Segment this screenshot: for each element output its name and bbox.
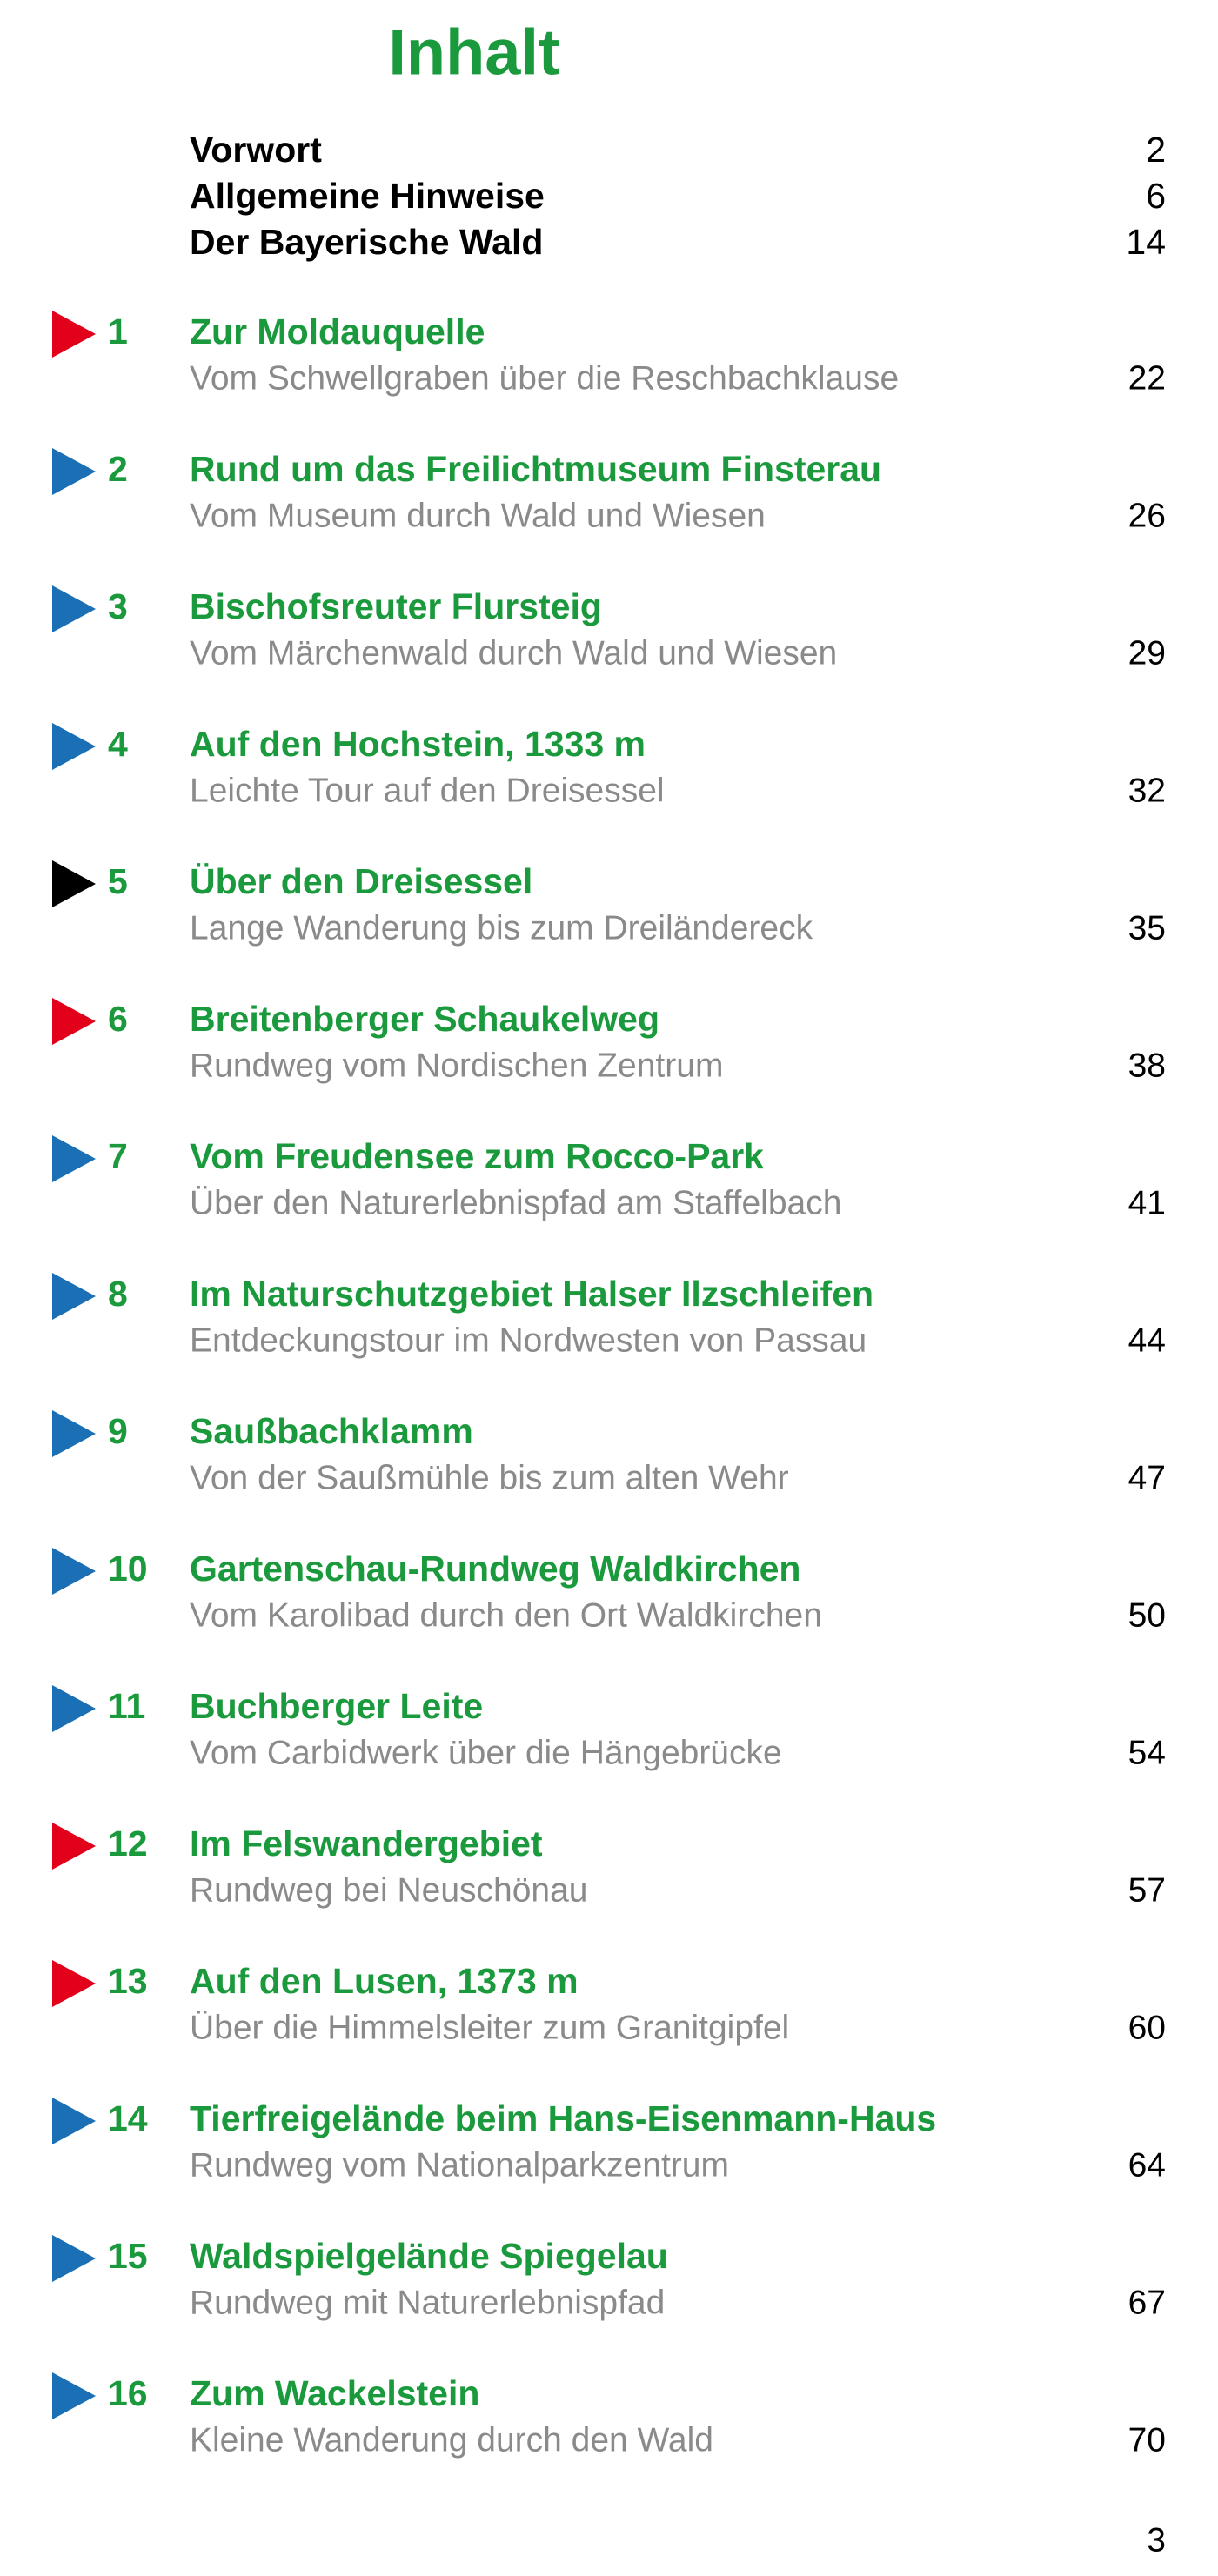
tour-title: Zum Wackelstein [190,2373,479,2413]
tour-title: Vom Freudensee zum Rocco-Park [190,1136,764,1176]
tour-page: 57 [1128,1871,1166,1909]
tour-number: 15 [108,2236,148,2276]
tour-title: Zur Moldauquelle [190,311,485,351]
route-marker [52,1823,96,1870]
tour-subtitle: Entdeckungstour im Nordwesten von Passau [190,1321,867,1359]
route-marker [52,1960,96,2007]
tour-title: Bischofsreuter Flursteig [190,586,602,626]
tour-subtitle: Vom Märchenwald durch Wald und Wiesen [190,634,837,672]
route-marker [52,1410,96,1457]
tour-title: Über den Dreisessel [190,861,532,901]
tour-subtitle: Kleine Wanderung durch den Wald [190,2421,713,2459]
tour-number: 7 [108,1136,128,1176]
tour-subtitle: Über die Himmelsleiter zum Granitgipfel [190,2009,789,2046]
tour-page: 54 [1128,1734,1166,1771]
tour-title: Rund um das Freilichtmuseum Finsterau [190,449,881,489]
title: Inhalt [388,17,559,89]
tour-number: 5 [108,861,128,901]
tour-page: 22 [1128,359,1166,397]
front-matter-title: Der Bayerische Wald [190,222,543,262]
tour-subtitle: Über den Naturerlebnispfad am Staffelbac… [190,1184,841,1221]
tour-title: Gartenschau-Rundweg Waldkirchen [190,1549,800,1589]
tour-page: 64 [1128,2146,1166,2184]
tour-title: Auf den Lusen, 1373 m [190,1961,579,2001]
front-matter-page: 14 [1126,222,1166,262]
route-marker [52,2372,96,2419]
front-matter-title: Allgemeine Hinweise [190,176,545,216]
tour-title: Im Felswandergebiet [190,1823,543,1863]
tour-subtitle: Rundweg mit Naturerlebnispfad [190,2284,665,2321]
route-marker [52,998,96,1045]
tour-number: 2 [108,449,128,489]
tour-title: Saußbachklamm [190,1411,473,1451]
tour-page: 44 [1128,1321,1166,1359]
route-marker [52,860,96,907]
tour-number: 9 [108,1411,128,1451]
route-marker [52,1548,96,1595]
tour-page: 41 [1128,1184,1166,1221]
tour-number: 8 [108,1274,128,1314]
tour-title: Waldspielgelände Spiegelau [190,2236,668,2276]
tour-subtitle: Vom Museum durch Wald und Wiesen [190,497,766,534]
tour-page: 35 [1128,909,1166,947]
tour-number: 1 [108,311,128,351]
tour-subtitle: Vom Schwellgraben über die Reschbachklau… [190,359,899,397]
tour-subtitle: Vom Karolibad durch den Ort Waldkirchen [190,1596,822,1634]
route-marker [52,723,96,770]
tour-number: 12 [108,1823,148,1863]
tour-number: 14 [108,2098,148,2138]
tour-page: 67 [1128,2284,1166,2321]
tour-page: 32 [1128,772,1166,809]
tour-page: 29 [1128,634,1166,672]
route-marker [52,448,96,495]
route-marker [52,1273,96,1320]
front-matter-page: 2 [1146,130,1166,170]
page-number: 3 [1147,2521,1166,2559]
tour-title: Breitenberger Schaukelweg [190,999,659,1039]
tour-subtitle: Von der Saußmühle bis zum alten Wehr [190,1459,789,1496]
tour-page: 47 [1128,1459,1166,1496]
tour-page: 50 [1128,1596,1166,1634]
tour-number: 16 [108,2373,148,2413]
tour-page: 26 [1128,497,1166,534]
tour-page: 70 [1128,2421,1166,2459]
tour-title: Im Naturschutzgebiet Halser Ilzschleifen [190,1274,873,1314]
tour-number: 11 [108,1686,145,1726]
route-marker [52,2098,96,2144]
tour-number: 3 [108,586,128,626]
tour-subtitle: Lange Wanderung bis zum Dreiländereck [190,909,813,947]
route-marker [52,585,96,632]
tour-number: 10 [108,1549,148,1589]
tour-subtitle: Vom Carbidwerk über die Hängebrücke [190,1734,782,1771]
tour-subtitle: Rundweg vom Nationalparkzentrum [190,2146,729,2184]
tour-title: Auf den Hochstein, 1333 m [190,724,646,764]
tour-page: 60 [1128,2009,1166,2046]
route-marker [52,311,96,358]
route-marker [52,1685,96,1732]
tour-number: 4 [108,724,128,764]
tour-title: Tierfreigelände beim Hans-Eisenmann-Haus [190,2098,936,2138]
tour-number: 6 [108,999,128,1039]
tour-title: Buchberger Leite [190,1686,483,1726]
tour-subtitle: Leichte Tour auf den Dreisessel [190,772,665,809]
tour-subtitle: Rundweg bei Neuschönau [190,1871,588,1909]
tour-page: 38 [1128,1047,1166,1084]
route-marker [52,2235,96,2282]
front-matter-page: 6 [1146,176,1166,216]
tour-subtitle: Rundweg vom Nordischen Zentrum [190,1047,723,1084]
route-marker [52,1135,96,1182]
tour-number: 13 [108,1961,148,2001]
front-matter-title: Vorwort [190,130,322,170]
